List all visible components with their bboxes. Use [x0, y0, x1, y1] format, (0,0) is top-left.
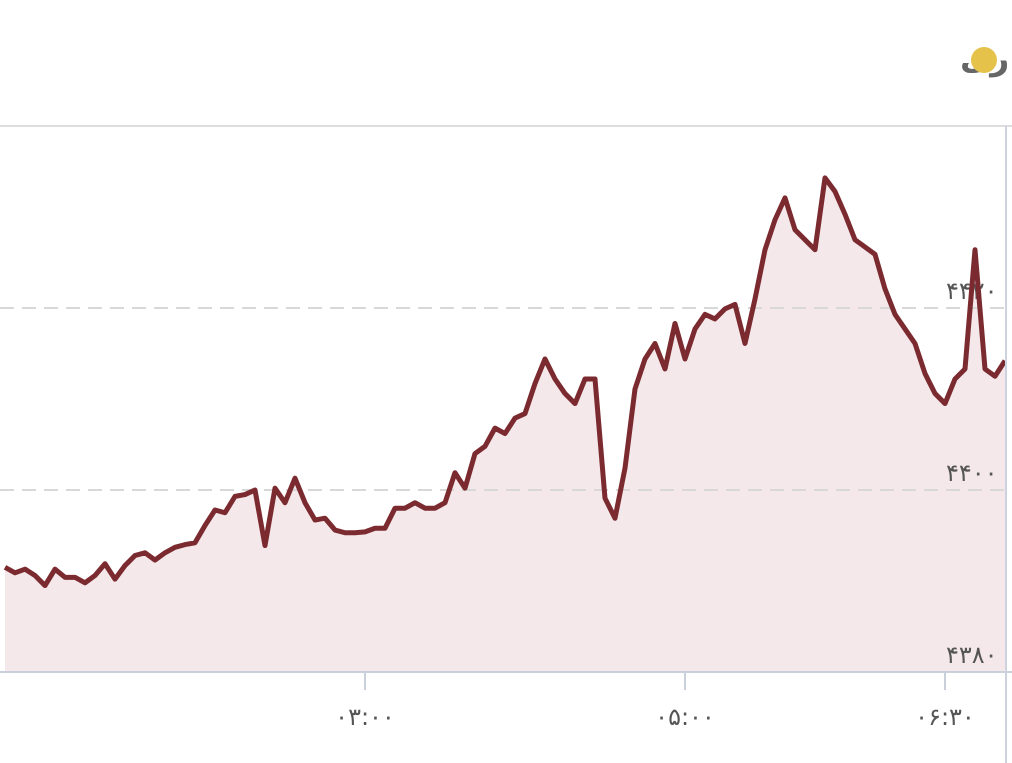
x-tick-label: ۰۳:۰۰ [335, 703, 395, 731]
line [3, 175, 1008, 589]
title-marker [971, 47, 997, 73]
area [5, 177, 1005, 672]
y-tick-label: ۴۴۰۰ [946, 459, 998, 487]
y-tick-label: ۴۳۸۰ [946, 641, 998, 669]
x-tick-label: ۰۵:۰۰ [655, 703, 715, 731]
x-tick-label: ۰۶:۳۰ [915, 703, 975, 731]
